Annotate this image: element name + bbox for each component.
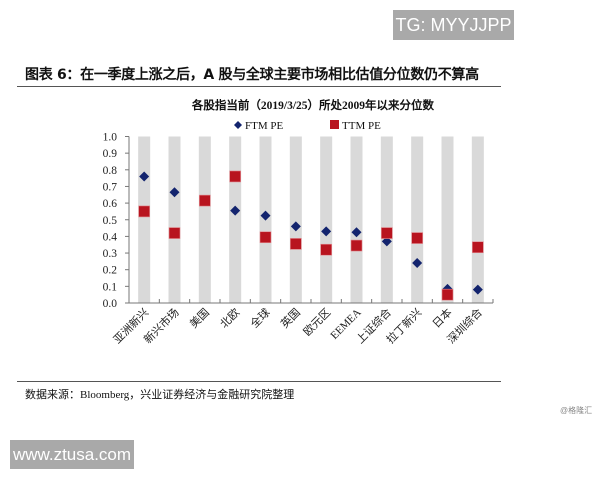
ttm-pe-point	[441, 288, 454, 301]
y-tick-label: 0.3	[103, 248, 118, 260]
ttm-pe-point	[168, 227, 181, 239]
ftm-pe-point	[169, 187, 180, 198]
legend-ftm-label: FTM PE	[245, 120, 283, 132]
category-bar	[441, 136, 454, 303]
source-divider	[17, 381, 501, 382]
x-category-label: 全球	[247, 305, 272, 330]
x-category-label: 北欧	[218, 306, 243, 331]
category-bar	[471, 136, 484, 303]
data-source: 数据来源：Bloomberg，兴业证券经济与金融研究院整理	[25, 389, 295, 401]
ttm-pe-point	[350, 239, 363, 252]
ttm-pe-point	[199, 194, 211, 207]
category-bar	[168, 136, 181, 303]
legend: FTM PE TTM PE	[234, 120, 381, 132]
category-bar	[289, 136, 302, 303]
ftm-diamond-legend-icon	[234, 121, 242, 129]
category-bar	[350, 136, 363, 303]
ftm-pe-point	[139, 171, 150, 182]
legend-ttm-label: TTM PE	[342, 120, 381, 132]
ttm-pe-point	[472, 241, 484, 254]
ftm-pe-point	[290, 221, 301, 232]
y-tick-label: 1.0	[103, 132, 118, 144]
ftm-pe-point	[412, 258, 423, 269]
category-bar	[320, 136, 333, 303]
category-bar	[138, 136, 151, 303]
y-tick-label: 0.1	[103, 281, 118, 293]
x-category-label: 美国	[187, 306, 212, 331]
ftm-pe-point	[230, 205, 241, 216]
category-bar	[411, 136, 424, 303]
y-tick-label: 0.0	[103, 298, 118, 310]
ftm-pe-point	[351, 227, 362, 238]
y-tick-label: 0.8	[103, 165, 118, 177]
x-category-label: 英国	[277, 305, 302, 330]
y-tick-label: 0.6	[103, 198, 118, 210]
ttm-pe-point	[290, 238, 302, 250]
ftm-pe-point	[472, 284, 483, 295]
ttm-pe-point	[138, 205, 150, 218]
category-bar	[229, 136, 242, 303]
watermark-top: TG: MYYJJPP	[393, 10, 514, 40]
credit-label: @格隆汇	[560, 406, 593, 415]
ftm-pe-point	[381, 236, 392, 247]
ftm-pe-point	[260, 210, 271, 221]
ttm-pe-point	[229, 170, 241, 183]
watermark-bottom: www.ztusa.com	[10, 440, 134, 469]
x-category-label: 日本	[429, 305, 454, 330]
y-tick-label: 0.5	[103, 215, 118, 227]
title-divider	[17, 86, 501, 87]
y-tick-label: 0.9	[103, 148, 118, 160]
y-tick-label: 0.2	[103, 265, 118, 277]
ttm-pe-point	[411, 232, 423, 244]
category-bar	[198, 136, 211, 303]
y-tick-label: 0.4	[103, 231, 118, 243]
y-tick-label: 0.7	[103, 181, 118, 193]
ttm-square-legend-icon	[330, 120, 339, 129]
ftm-pe-point	[321, 226, 332, 237]
plot-area: 0.00.10.20.30.40.50.60.70.80.91.0亚洲新兴新兴市…	[103, 132, 494, 346]
ttm-pe-point	[381, 227, 393, 239]
ttm-pe-point	[259, 231, 272, 244]
chart-title: 各股指当前（2019/3/25）所处2009年以来分位数	[191, 98, 435, 112]
ttm-pe-point	[320, 243, 332, 256]
category-bar	[380, 136, 393, 303]
figure-title: 图表 6：在一季度上涨之后，A 股与全球主要市场相比估值分位数仍不算高	[25, 67, 479, 83]
